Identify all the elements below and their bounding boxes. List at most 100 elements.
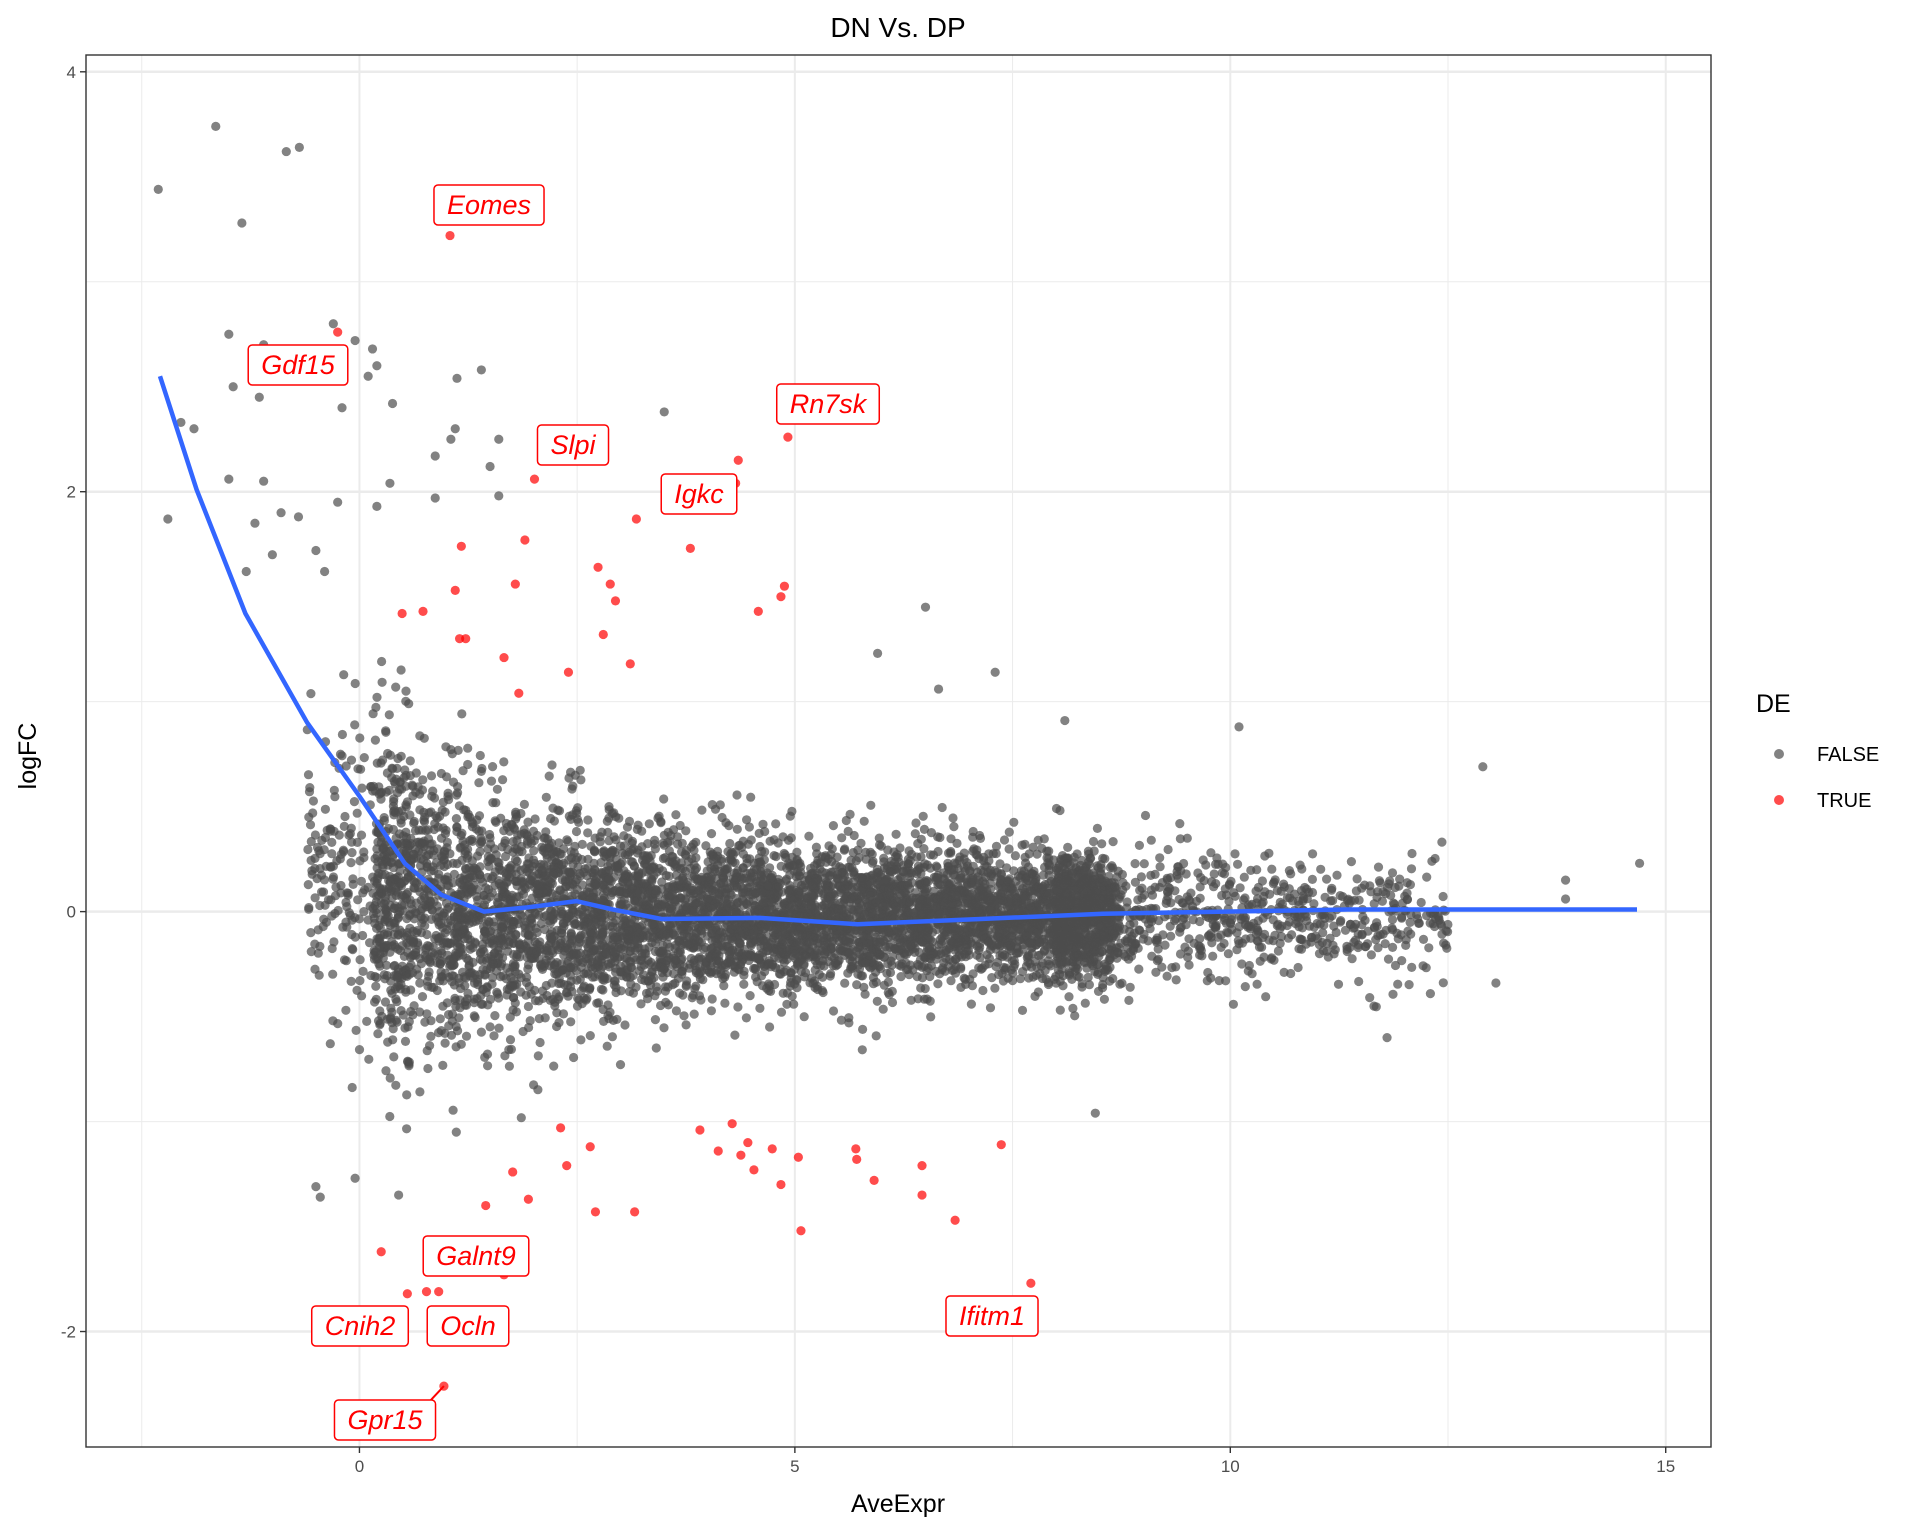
point-false bbox=[429, 824, 439, 835]
point-false bbox=[448, 1105, 458, 1115]
point-false bbox=[350, 678, 360, 689]
point-false bbox=[650, 991, 660, 1001]
point-false bbox=[373, 837, 383, 847]
point-false bbox=[804, 831, 814, 841]
point-false bbox=[681, 1020, 691, 1030]
point-false bbox=[478, 964, 488, 975]
point-false bbox=[479, 932, 489, 942]
point-false bbox=[1072, 971, 1082, 981]
point-false bbox=[1147, 951, 1157, 961]
point-false bbox=[396, 665, 406, 675]
point-false bbox=[1175, 949, 1186, 959]
point-false bbox=[887, 986, 897, 997]
point-false bbox=[529, 846, 539, 856]
point-false bbox=[389, 805, 400, 816]
point-false bbox=[954, 855, 964, 866]
point-false bbox=[1099, 994, 1109, 1004]
point-false bbox=[566, 814, 576, 825]
point-false bbox=[1105, 976, 1115, 986]
point-false bbox=[603, 959, 613, 969]
point-false bbox=[1208, 951, 1218, 961]
point-false bbox=[434, 869, 444, 879]
point-false bbox=[1155, 862, 1165, 872]
point-false bbox=[1068, 1003, 1078, 1014]
point-false bbox=[346, 755, 357, 765]
point-false bbox=[851, 856, 861, 866]
point-false bbox=[320, 804, 330, 814]
point-false bbox=[1004, 827, 1014, 837]
point-false bbox=[530, 814, 540, 824]
point-false bbox=[913, 994, 923, 1004]
point-false bbox=[1326, 896, 1336, 906]
point-false bbox=[463, 743, 473, 753]
point-false bbox=[462, 953, 472, 964]
point-false bbox=[355, 955, 365, 965]
point-false bbox=[483, 872, 493, 883]
point-false bbox=[1373, 862, 1384, 872]
point-false bbox=[305, 783, 315, 793]
point-false bbox=[435, 955, 445, 965]
point-false bbox=[485, 994, 496, 1005]
point-false bbox=[577, 839, 587, 850]
point-false bbox=[717, 812, 727, 823]
point-false bbox=[872, 996, 882, 1006]
point-false bbox=[1388, 925, 1398, 935]
point-false bbox=[1020, 839, 1030, 849]
point-false bbox=[341, 1005, 351, 1015]
point-false bbox=[328, 1016, 338, 1026]
point-false bbox=[1273, 946, 1283, 956]
point-false bbox=[1404, 980, 1414, 990]
point-false bbox=[583, 828, 593, 838]
point-false bbox=[746, 792, 756, 802]
point-false bbox=[1184, 960, 1194, 970]
point-false bbox=[552, 1021, 562, 1032]
point-false bbox=[1118, 878, 1128, 888]
point-false bbox=[974, 854, 984, 864]
point-false bbox=[617, 848, 628, 858]
point-false bbox=[675, 988, 685, 998]
point-false bbox=[546, 813, 556, 824]
point-false bbox=[327, 849, 337, 859]
point-false bbox=[1416, 897, 1426, 908]
point-false bbox=[865, 847, 876, 857]
point-false bbox=[484, 916, 494, 926]
point-false bbox=[1171, 975, 1181, 985]
point-false bbox=[987, 973, 997, 983]
point-false bbox=[426, 1031, 436, 1041]
point-false bbox=[1388, 989, 1398, 999]
points-cloud bbox=[302, 656, 1453, 1137]
point-false bbox=[852, 980, 862, 990]
point-false bbox=[337, 729, 347, 740]
point-false bbox=[610, 963, 621, 973]
point-false bbox=[461, 863, 471, 874]
point-false bbox=[671, 1006, 682, 1016]
point-false bbox=[499, 757, 509, 767]
point-false bbox=[742, 815, 752, 825]
point-false bbox=[498, 775, 508, 785]
point-false bbox=[874, 833, 884, 843]
point-false bbox=[355, 976, 365, 986]
point-false bbox=[1295, 860, 1305, 870]
point-false bbox=[990, 983, 1000, 993]
point-false bbox=[607, 1032, 618, 1042]
point-false bbox=[553, 805, 563, 815]
point-false bbox=[785, 811, 795, 821]
point-false bbox=[1279, 879, 1289, 889]
point-false bbox=[306, 928, 316, 938]
point-false bbox=[925, 850, 936, 860]
point-false bbox=[1015, 974, 1025, 984]
point-false bbox=[1125, 982, 1135, 992]
point-false bbox=[401, 686, 411, 696]
point-false bbox=[353, 895, 363, 905]
point-false bbox=[985, 1003, 996, 1013]
point-false bbox=[660, 853, 670, 863]
point-false bbox=[403, 1022, 413, 1032]
point-false bbox=[1036, 950, 1046, 960]
point-false bbox=[486, 776, 497, 786]
point-false bbox=[968, 826, 978, 837]
point-false bbox=[402, 1124, 412, 1134]
point-false bbox=[868, 979, 879, 989]
point-false bbox=[701, 841, 711, 851]
point-false bbox=[464, 888, 474, 898]
point-false bbox=[663, 1000, 674, 1010]
